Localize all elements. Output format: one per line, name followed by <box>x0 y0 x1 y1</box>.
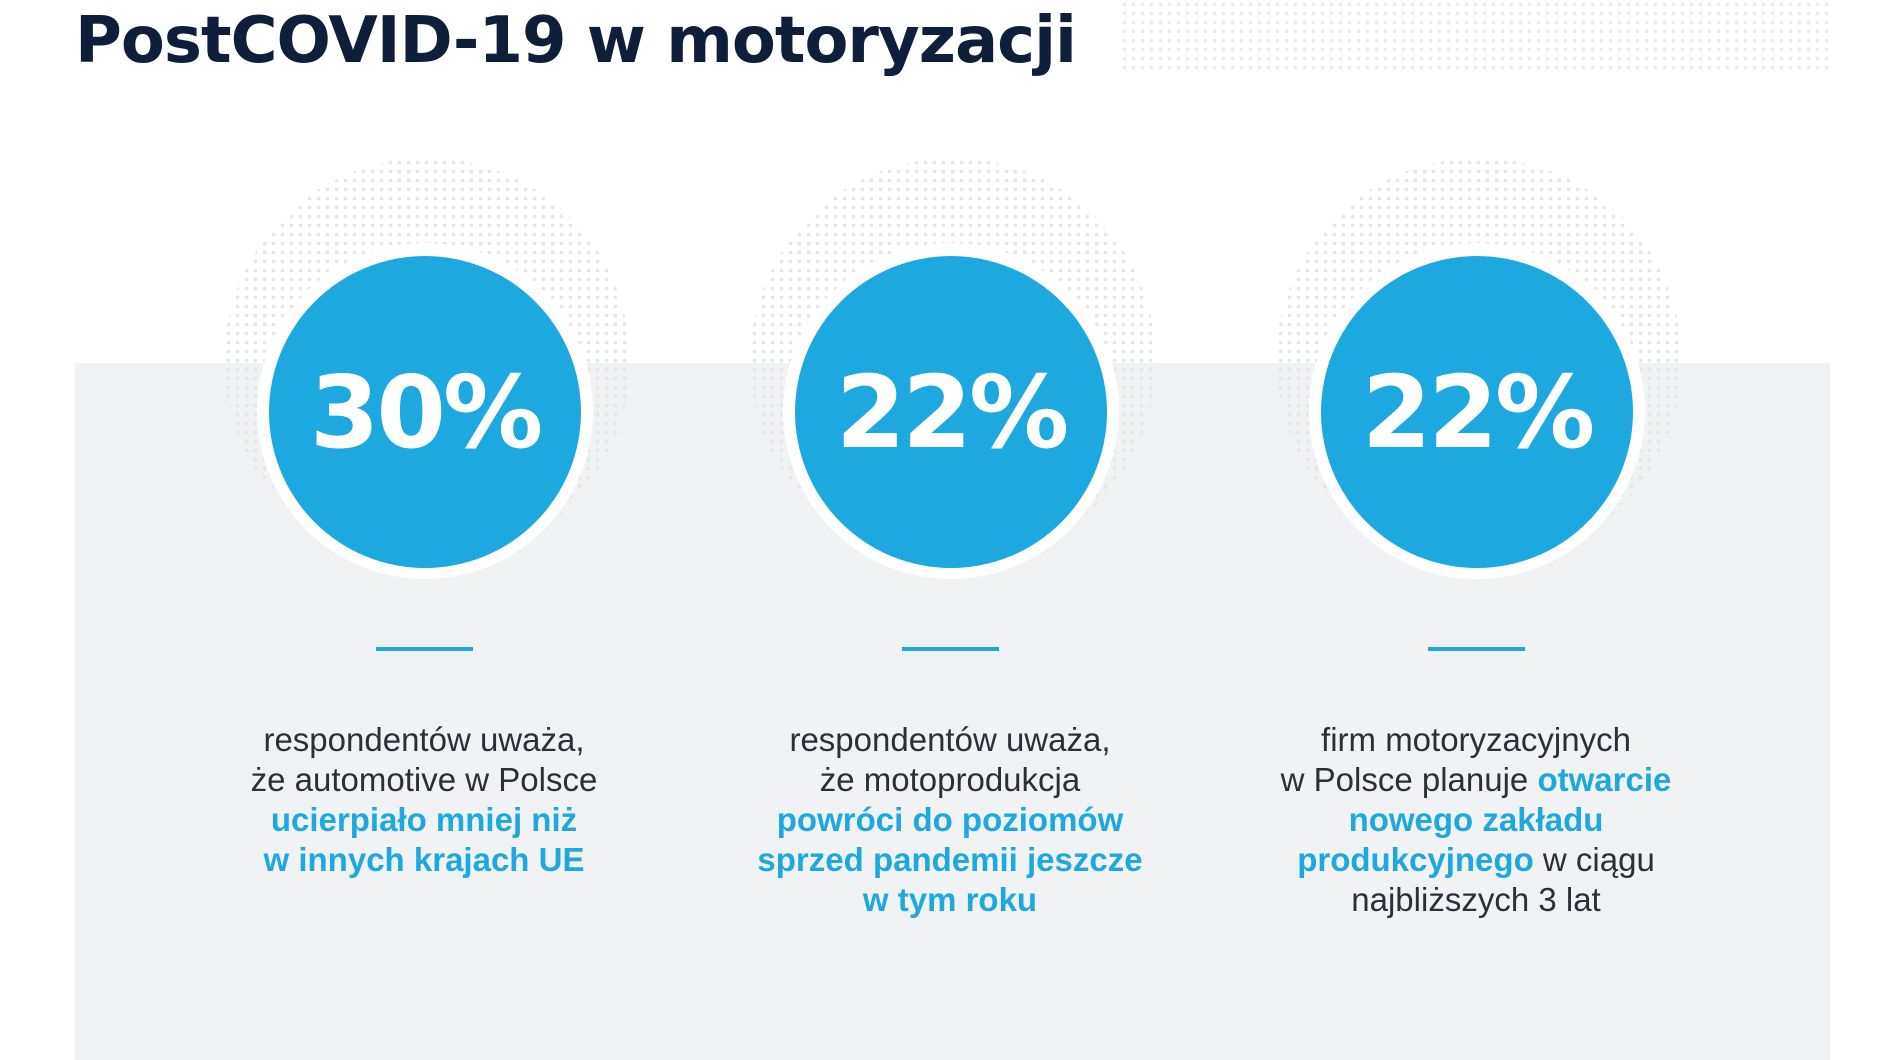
description-line: respondentów uważa, <box>690 720 1210 760</box>
divider-line <box>1428 647 1525 651</box>
description-text: najbliższych 3 lat <box>1351 881 1601 918</box>
highlight-text: otwarcie <box>1537 761 1672 798</box>
highlight-text: sprzed pandemii jeszcze <box>757 841 1143 878</box>
highlight-text: w tym roku <box>862 881 1038 918</box>
description-text: respondentów uważa, <box>263 721 585 758</box>
divider-line <box>376 647 473 651</box>
highlight-text: ucierpiało mniej niż <box>270 801 578 838</box>
description-line: w Polsce planuje otwarcie <box>1216 760 1736 800</box>
description-line: firm motoryzacyjnych <box>1216 720 1736 760</box>
stat-circle: 22% <box>1321 256 1633 568</box>
stat-value: 22% <box>1361 353 1595 471</box>
stat-description: firm motoryzacyjnych w Polsce planuje otw… <box>1216 720 1736 920</box>
stat-card: 22% firm motoryzacyjnych w Polsce planuje… <box>1216 0 1736 1060</box>
highlight-text: powróci do poziomów <box>776 801 1124 838</box>
description-text: firm motoryzacyjnych <box>1321 721 1631 758</box>
stat-circle: 30% <box>269 256 581 568</box>
stat-description: respondentów uważa, że motoprodukcja powró… <box>690 720 1210 920</box>
stat-value: 30% <box>309 353 543 471</box>
description-line: że motoprodukcja <box>690 760 1210 800</box>
description-line: w tym roku <box>690 880 1210 920</box>
description-line: produkcyjnego w ciągu <box>1216 840 1736 880</box>
stat-card: 22% respondentów uważa, że motoprodukcja p… <box>690 0 1210 1060</box>
description-text: w Polsce planuje <box>1280 761 1538 798</box>
highlight-text: w innych krajach UE <box>263 841 585 878</box>
highlight-text: nowego zakładu <box>1348 801 1604 838</box>
description-text: że automotive w Polsce <box>250 761 598 798</box>
description-line: ucierpiało mniej niż <box>164 800 684 840</box>
description-line: powróci do poziomów <box>690 800 1210 840</box>
description-text: w ciągu <box>1533 841 1655 878</box>
page-title: PostCOVID-19 w motoryzacji <box>75 4 1077 78</box>
description-text: że motoprodukcja <box>819 761 1081 798</box>
description-line: że automotive w Polsce <box>164 760 684 800</box>
description-line: w innych krajach UE <box>164 840 684 880</box>
stat-circle: 22% <box>795 256 1107 568</box>
divider-line <box>902 647 999 651</box>
decorative-dot-pattern <box>1120 0 1830 72</box>
stat-description: respondentów uważa, że automotive w Polsc… <box>164 720 684 880</box>
stat-card: 30% respondentów uważa, że automotive w P… <box>164 0 684 1060</box>
description-line: respondentów uważa, <box>164 720 684 760</box>
description-text: respondentów uważa, <box>789 721 1111 758</box>
description-line: nowego zakładu <box>1216 800 1736 840</box>
description-line: najbliższych 3 lat <box>1216 880 1736 920</box>
highlight-text: produkcyjnego <box>1297 841 1534 878</box>
description-line: sprzed pandemii jeszcze <box>690 840 1210 880</box>
stat-value: 22% <box>835 353 1069 471</box>
